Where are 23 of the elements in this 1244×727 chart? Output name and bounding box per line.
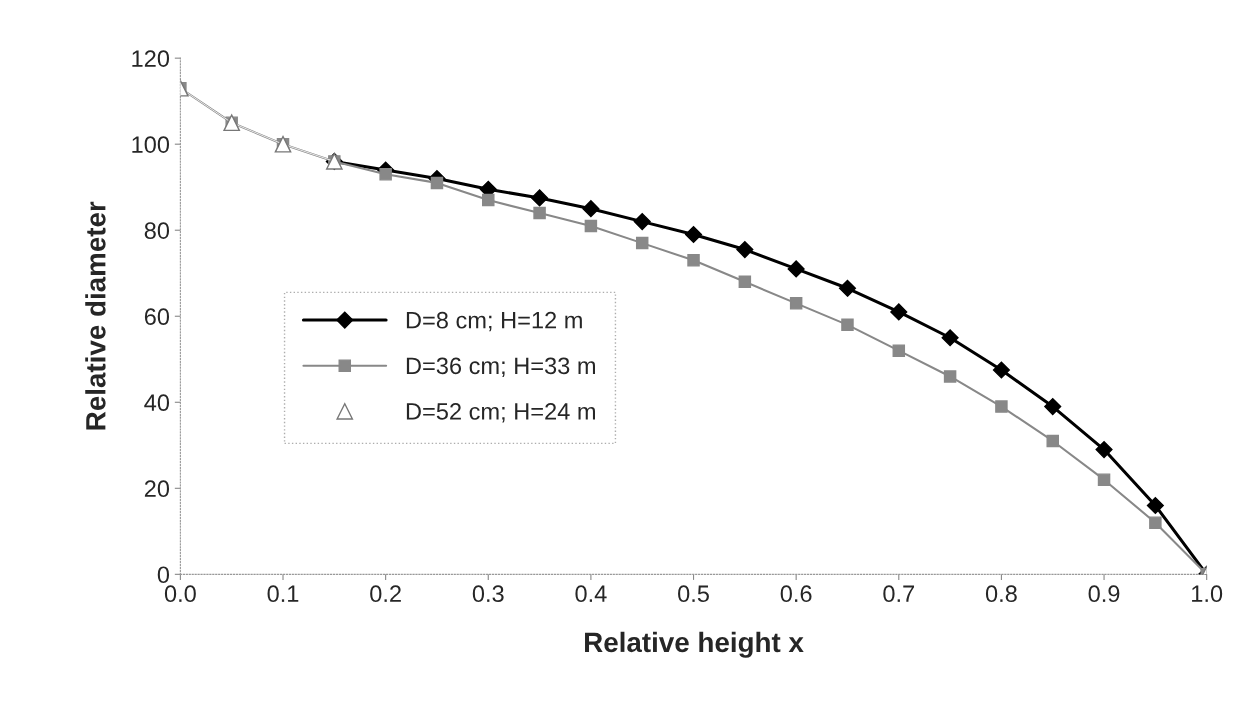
legend-label: D=52 cm; H=24 m	[406, 403, 595, 423]
y-tick-label: 40	[144, 394, 170, 412]
x-tick-label: 0.6	[780, 585, 812, 603]
y-tick-label: 120	[132, 50, 170, 67]
legend-label: D=8 cm; H=12 m	[406, 311, 582, 332]
y-tick-label: 0	[157, 566, 170, 584]
x-tick-label: 0.7	[883, 585, 915, 603]
x-axis-title: Relative height x	[585, 631, 804, 658]
x-tick-label: 1.0	[1192, 585, 1223, 603]
x-tick-label: 0.5	[678, 585, 709, 603]
legend-label: D=36 cm; H=33 m	[406, 357, 595, 377]
x-tick-label: 0.0	[164, 585, 196, 603]
x-tick-label: 0.1	[267, 585, 299, 603]
y-axis-title: Relative diameter	[85, 201, 106, 430]
x-tick-label: 0.2	[370, 585, 401, 603]
y-tick-label: 100	[132, 136, 170, 153]
x-tick-label: 0.8	[985, 585, 1017, 603]
x-tick-label: 0.3	[472, 585, 504, 603]
x-tick-label: 0.9	[1088, 585, 1120, 603]
y-tick-label: 80	[144, 222, 170, 239]
x-tick-label: 0.4	[575, 585, 607, 603]
y-tick-label: 20	[144, 480, 170, 498]
y-tick-label: 60	[144, 308, 170, 326]
